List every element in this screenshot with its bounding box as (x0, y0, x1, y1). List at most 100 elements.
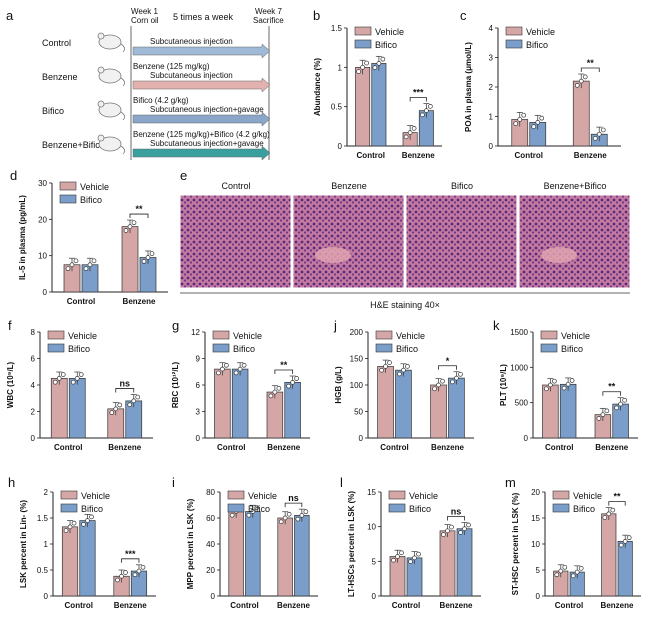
legend-label: Bifico (81, 504, 103, 514)
data-point (606, 511, 612, 517)
data-point (73, 258, 79, 264)
chart-panel-i: i 0 20 40 60 80 MPP percent in LSK (%) Control B… (172, 475, 318, 610)
legend-swatch (540, 343, 558, 353)
significance-label: * (446, 356, 450, 366)
data-point (237, 366, 243, 372)
bar-vehicle (121, 226, 139, 293)
legend-label: Bifico (409, 504, 431, 514)
x-tick-label: Benzene (114, 601, 147, 610)
data-point (391, 557, 396, 563)
legend-label: Vehicle (81, 491, 110, 501)
legend-label: Vehicle (80, 182, 109, 192)
data-point (376, 61, 382, 66)
y-axis-label: ST-HSC percent in LSK (%) (511, 492, 520, 595)
data-point (109, 410, 115, 416)
data-point (618, 401, 623, 407)
data-point (380, 56, 386, 62)
data-point (592, 136, 598, 141)
x-tick-label: Benzene (440, 601, 473, 610)
x-tick-label: Control (357, 151, 385, 160)
legend-label: Vehicle (561, 331, 590, 341)
dose-label: Bifico (4.2 g/kg) (133, 96, 189, 105)
legend-swatch (375, 343, 393, 353)
data-point (614, 405, 619, 411)
data-point (131, 398, 137, 404)
data-point (89, 514, 94, 520)
x-tick-label: Control (65, 601, 93, 610)
data-point (596, 131, 602, 137)
x-tick-label: Control (217, 443, 245, 452)
panel-letter: b (313, 8, 320, 23)
data-point (554, 572, 560, 578)
y-tick-label: 200 (350, 328, 364, 337)
he-micrograph (405, 194, 518, 289)
y-tick-label: 1500 (510, 328, 528, 337)
y-tick-label: 0.5 (37, 566, 49, 575)
legend-swatch (227, 490, 245, 500)
panel-a-design: a Week 1 Corn oil 5 times a week Week 7 … (6, 7, 284, 161)
panel-letter: l (340, 475, 343, 490)
y-tick-label: 4 (31, 381, 36, 390)
bar-bifico (448, 377, 465, 439)
bar-vehicle (266, 391, 284, 439)
data-point (428, 104, 433, 109)
significance-label: *** (125, 549, 136, 559)
data-point (145, 255, 151, 260)
y-tick-label: 60 (206, 514, 215, 523)
he-micrograph (292, 194, 405, 289)
data-point (241, 362, 247, 368)
y-tick-label: 2 (489, 83, 494, 92)
data-point (115, 577, 120, 583)
bar-bifico (371, 63, 387, 147)
legend-swatch (354, 39, 372, 49)
week7-label: Week 7 (255, 7, 283, 16)
legend-swatch (47, 330, 65, 340)
y-tick-label: 3 (489, 54, 494, 63)
data-point (67, 524, 73, 530)
significance-bracket (115, 388, 135, 393)
x-tick-label: Control (380, 443, 408, 452)
y-tick-label: 10 (367, 523, 376, 532)
data-point (299, 513, 305, 518)
data-point (424, 108, 429, 113)
data-point (229, 512, 235, 518)
data-point (531, 124, 537, 129)
y-axis-label: PLT (10⁹/L) (499, 364, 508, 406)
bar-bifico (395, 369, 412, 439)
data-point (569, 378, 575, 383)
legend-swatch (59, 194, 77, 204)
legend-label: Bifico (233, 344, 255, 354)
group-name: Bifico (42, 106, 64, 116)
data-point (85, 518, 90, 523)
chart-panel-c: c 0 1 2 3 4 POA in plasma (μmol/L) Control Benze… (460, 8, 621, 160)
data-point (450, 379, 455, 385)
significance-label: ** (613, 492, 621, 502)
x-tick-label: Control (67, 297, 95, 306)
significance-label: ** (135, 204, 143, 214)
y-tick-label: 500 (515, 399, 529, 408)
y-tick-label: 0 (44, 592, 49, 601)
data-point (294, 376, 299, 381)
y-tick-label: 0 (372, 592, 377, 601)
data-point (372, 65, 378, 70)
data-point (65, 266, 71, 272)
bar-bifico (231, 368, 249, 439)
data-point (521, 112, 527, 118)
y-tick-label: 15 (531, 514, 540, 523)
bar-bifico (284, 382, 301, 439)
y-tick-label: 1 (489, 113, 494, 122)
data-point (113, 406, 119, 412)
legend-label: Vehicle (526, 27, 555, 37)
data-point (356, 69, 361, 74)
legend-label: Bifico (561, 344, 583, 354)
group-name: Benzene+Bifico (42, 140, 105, 150)
y-tick-label: 1.5 (331, 24, 343, 33)
data-point (420, 112, 425, 118)
legend-swatch (212, 343, 230, 353)
data-point (565, 381, 571, 387)
corn-oil-label: Corn oil (131, 16, 159, 25)
route-label: Subcutaneous injection+gavage (150, 139, 264, 148)
bar-bifico (68, 378, 86, 439)
legend-swatch (60, 503, 78, 513)
legend-label: Bifico (396, 344, 418, 354)
